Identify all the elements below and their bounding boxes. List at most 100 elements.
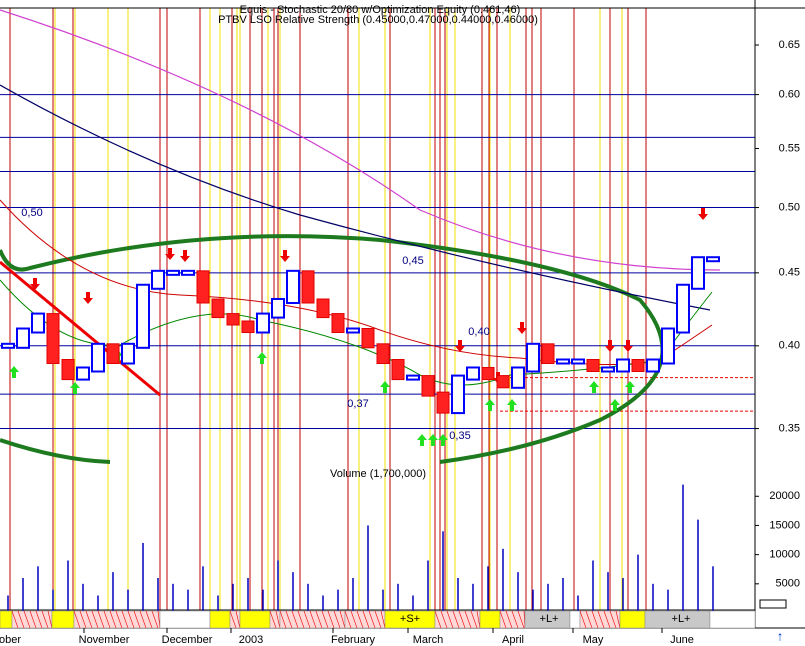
sell-arrow bbox=[280, 250, 290, 262]
price-bar bbox=[151, 269, 165, 290]
hatch bbox=[79, 610, 87, 629]
buy-arrow bbox=[9, 366, 19, 378]
hatch bbox=[344, 610, 352, 629]
sell-arrow bbox=[623, 340, 633, 352]
hatch bbox=[127, 610, 135, 629]
signal-label: +L+ bbox=[672, 613, 691, 625]
signal-block bbox=[579, 610, 621, 629]
price-bar bbox=[691, 256, 705, 290]
price-bar bbox=[646, 358, 660, 373]
signal-block bbox=[159, 610, 211, 629]
signal-block bbox=[11, 610, 53, 629]
price-bar bbox=[601, 366, 615, 373]
price-bar bbox=[16, 327, 30, 349]
buy-arrow bbox=[257, 352, 267, 364]
volume-tick-label: 20000 bbox=[769, 490, 800, 502]
buy-arrow bbox=[485, 399, 495, 411]
price-bar bbox=[211, 298, 225, 319]
hatch bbox=[499, 610, 507, 629]
price-bar bbox=[1, 342, 15, 349]
hatch bbox=[368, 610, 376, 629]
hatch bbox=[279, 610, 287, 629]
annotation: 0,37 bbox=[347, 398, 368, 410]
signal-label: +L+ bbox=[540, 613, 559, 625]
price-bar bbox=[391, 358, 405, 381]
price-bar bbox=[76, 366, 90, 381]
chart-title: Equis - Stochastic 20/80 w/Optimization … bbox=[240, 4, 521, 16]
y-tick-label: 0.40 bbox=[779, 340, 800, 352]
hatch bbox=[339, 610, 346, 629]
ellipse-arc bbox=[0, 234, 665, 464]
scroll-arrow[interactable]: ↑ bbox=[777, 628, 784, 643]
price-bar bbox=[376, 343, 390, 364]
annotation: 0,40 bbox=[468, 326, 489, 338]
price-bar bbox=[31, 312, 45, 334]
price-bar bbox=[541, 343, 555, 364]
sell-arrow bbox=[180, 250, 190, 262]
hatch bbox=[275, 610, 281, 629]
hatch bbox=[380, 610, 386, 629]
y-tick-label: 0.60 bbox=[779, 88, 800, 100]
price-bar bbox=[661, 327, 675, 365]
hatch bbox=[115, 610, 123, 629]
hatch bbox=[291, 610, 299, 629]
signal-label: +S+ bbox=[400, 613, 420, 625]
signal-block bbox=[344, 610, 386, 629]
hatch bbox=[597, 610, 605, 629]
signal-block bbox=[0, 610, 13, 629]
scale-box bbox=[759, 599, 787, 609]
buy-arrow bbox=[428, 434, 438, 446]
sell-arrow bbox=[165, 248, 175, 260]
annotation: 0,45 bbox=[402, 255, 423, 267]
hatch bbox=[470, 610, 478, 629]
hatch bbox=[464, 610, 472, 629]
x-tick-label: ober bbox=[0, 634, 21, 646]
hatch bbox=[133, 610, 141, 629]
hatch bbox=[511, 610, 519, 629]
hatch bbox=[458, 610, 466, 629]
hatch bbox=[452, 610, 460, 629]
price-bar bbox=[526, 342, 540, 373]
hatch bbox=[303, 610, 311, 629]
hatch bbox=[151, 610, 159, 629]
y-tick-label: 0.50 bbox=[779, 201, 800, 213]
price-bar bbox=[136, 283, 150, 349]
hatch bbox=[297, 610, 305, 629]
price-bar bbox=[631, 358, 645, 372]
hatch bbox=[350, 610, 358, 629]
hatch bbox=[269, 610, 277, 629]
buy-arrow bbox=[625, 381, 635, 393]
volume-tick-label: 5000 bbox=[776, 578, 800, 590]
buy-arrow bbox=[507, 399, 517, 411]
price-bar bbox=[316, 298, 330, 319]
sell-arrow bbox=[83, 292, 93, 304]
signal-block bbox=[569, 610, 581, 629]
x-tick-label: May bbox=[583, 634, 604, 646]
hatch bbox=[121, 610, 129, 629]
signal-arrows bbox=[9, 208, 708, 446]
price-bar bbox=[406, 374, 420, 381]
price-bar bbox=[106, 343, 120, 364]
sell-arrow bbox=[698, 208, 708, 220]
y-tick-label: 0.65 bbox=[779, 39, 800, 51]
hatch bbox=[23, 610, 31, 629]
price-bar bbox=[571, 358, 585, 365]
sell-arrow bbox=[605, 340, 615, 352]
volume-tick-label: 15000 bbox=[769, 519, 800, 531]
buy-arrow bbox=[70, 382, 80, 394]
buy-arrow bbox=[417, 434, 427, 446]
hatch bbox=[327, 610, 335, 629]
signal-block bbox=[209, 610, 231, 629]
trend-line bbox=[0, 260, 161, 397]
x-tick-label: February bbox=[331, 634, 376, 646]
x-tick-label: April bbox=[502, 634, 524, 646]
moving-average bbox=[0, 9, 721, 271]
price-bar bbox=[466, 366, 480, 381]
hatch bbox=[35, 610, 43, 629]
price-bar bbox=[556, 358, 570, 365]
hatch bbox=[109, 610, 117, 629]
hatch bbox=[235, 610, 241, 629]
y-tick-label: 0.45 bbox=[779, 267, 800, 279]
